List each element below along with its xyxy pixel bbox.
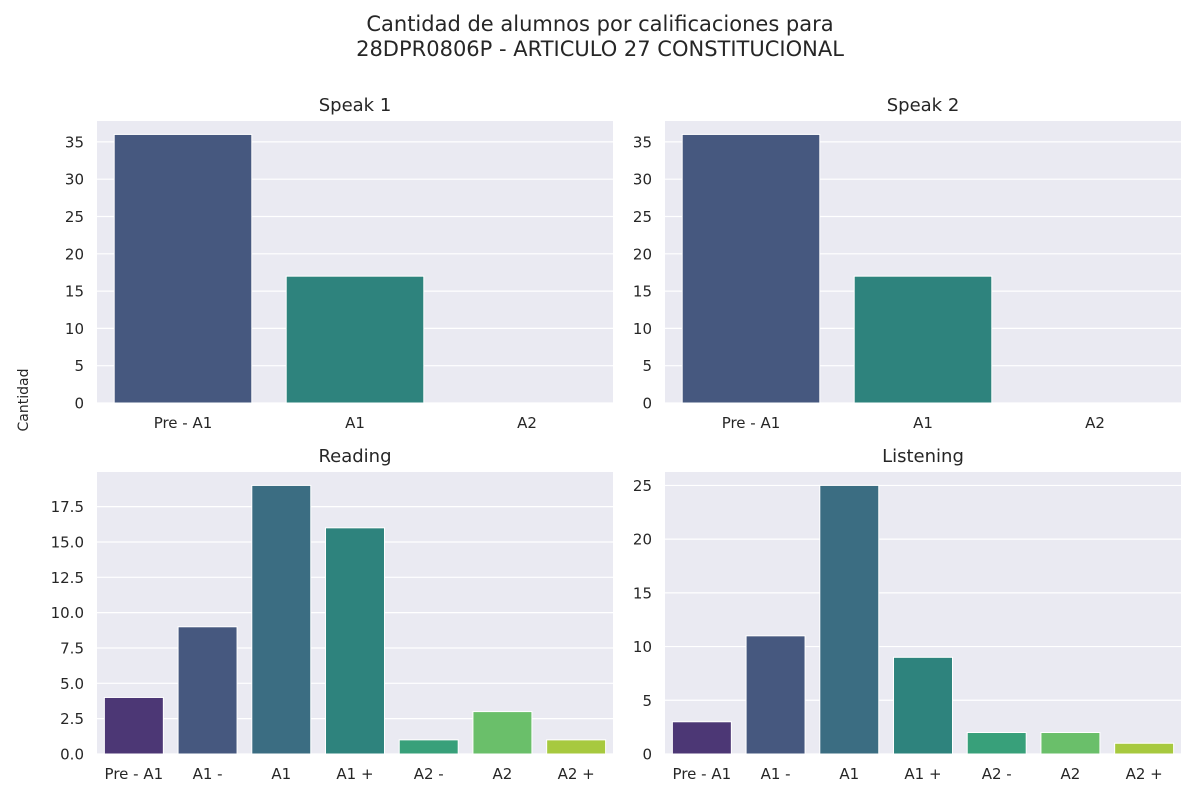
x-tick-label: Pre - A1 [154,414,213,432]
x-tick-label: A2 [493,765,513,783]
subplot-title: Speak 1 [319,95,392,116]
bar [285,275,425,404]
bar [251,484,312,755]
x-tick-label: A1 + [336,765,373,783]
x-tick-label: Pre - A1 [673,765,732,783]
y-tick-label: 15 [65,283,84,301]
y-tick-label: 25 [65,208,84,226]
y-tick-label: 5 [642,692,652,710]
y-tick-label: 15.0 [51,533,84,551]
y-tick-label: 10 [633,638,652,656]
x-tick-label: A2 + [1126,765,1163,783]
x-tick-label: A2 [517,414,537,432]
y-tick-label: 15 [633,283,652,301]
x-tick-label: A2 [1085,414,1105,432]
y-tick-label: 35 [633,133,652,151]
y-tick-label: 12.5 [51,569,84,587]
y-tick-label: 25 [633,208,652,226]
y-tick-label: 0 [642,746,652,764]
x-tick-label: A1 + [904,765,941,783]
y-tick-label: 10 [65,320,84,338]
bar [893,656,953,755]
subplot-title: Listening [882,446,964,467]
y-tick-label: 10 [633,320,652,338]
y-tick-label: 0 [642,395,652,413]
bar [1040,732,1101,755]
y-tick-label: 5.0 [60,675,84,693]
bar [1114,742,1175,755]
y-tick-label: 25 [633,477,652,495]
x-tick-label: A1 - [761,765,791,783]
bar [103,696,164,755]
y-tick-label: 2.5 [60,710,84,728]
x-tick-label: A2 - [414,765,444,783]
y-tick-label: 30 [633,171,652,189]
bar [966,732,1027,755]
x-tick-label: Pre - A1 [105,765,164,783]
bar [671,721,732,755]
bar [819,484,880,755]
bar [681,133,821,404]
y-tick-label: 17.5 [51,498,84,516]
x-tick-label: A1 [913,414,933,432]
subplot-title: Speak 2 [887,95,960,116]
x-tick-label: A1 [271,765,291,783]
bar [325,527,385,755]
x-tick-label: A2 [1061,765,1081,783]
y-tick-label: 10.0 [51,604,84,622]
y-tick-label: 30 [65,171,84,189]
x-tick-label: A1 - [193,765,223,783]
bar [177,626,238,755]
x-tick-label: A2 - [982,765,1012,783]
y-tick-label: 5 [74,357,84,375]
x-tick-label: A1 [839,765,859,783]
y-tick-label: 0.0 [60,746,84,764]
y-tick-label: 15 [633,584,652,602]
subplot-title: Reading [318,446,391,467]
y-tick-label: 20 [633,531,652,549]
bar [745,635,806,755]
y-tick-label: 20 [633,245,652,263]
x-tick-label: Pre - A1 [722,414,781,432]
bar [546,739,607,755]
bar [398,739,459,755]
bar [472,711,533,755]
y-tick-label: 7.5 [60,639,84,657]
chart-suptitle: Cantidad de alumnos por calificaciones p… [356,12,844,61]
y-tick-label: 0 [74,395,84,413]
bar [853,275,993,404]
y-tick-label: 35 [65,133,84,151]
y-tick-label: 5 [642,357,652,375]
x-tick-label: A1 [345,414,365,432]
bar [113,133,253,404]
x-tick-label: A2 + [558,765,595,783]
y-tick-label: 20 [65,245,84,263]
